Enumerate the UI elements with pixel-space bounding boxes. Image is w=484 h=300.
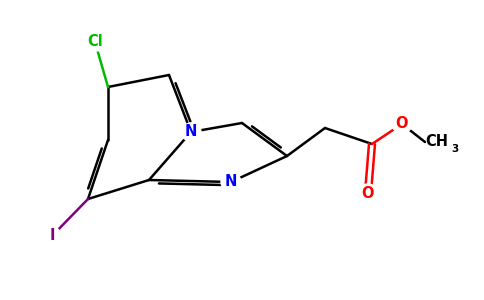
Text: 3: 3 <box>452 143 459 154</box>
Text: CH: CH <box>425 134 448 149</box>
Text: O: O <box>362 185 374 200</box>
Text: N: N <box>225 175 237 190</box>
Ellipse shape <box>181 123 201 141</box>
Ellipse shape <box>43 227 61 245</box>
Text: Cl: Cl <box>87 34 103 50</box>
Text: N: N <box>185 124 197 140</box>
Ellipse shape <box>81 33 109 51</box>
Text: I: I <box>49 229 55 244</box>
Text: O: O <box>396 116 408 131</box>
Ellipse shape <box>221 173 241 191</box>
Ellipse shape <box>392 115 412 133</box>
Ellipse shape <box>358 184 378 202</box>
